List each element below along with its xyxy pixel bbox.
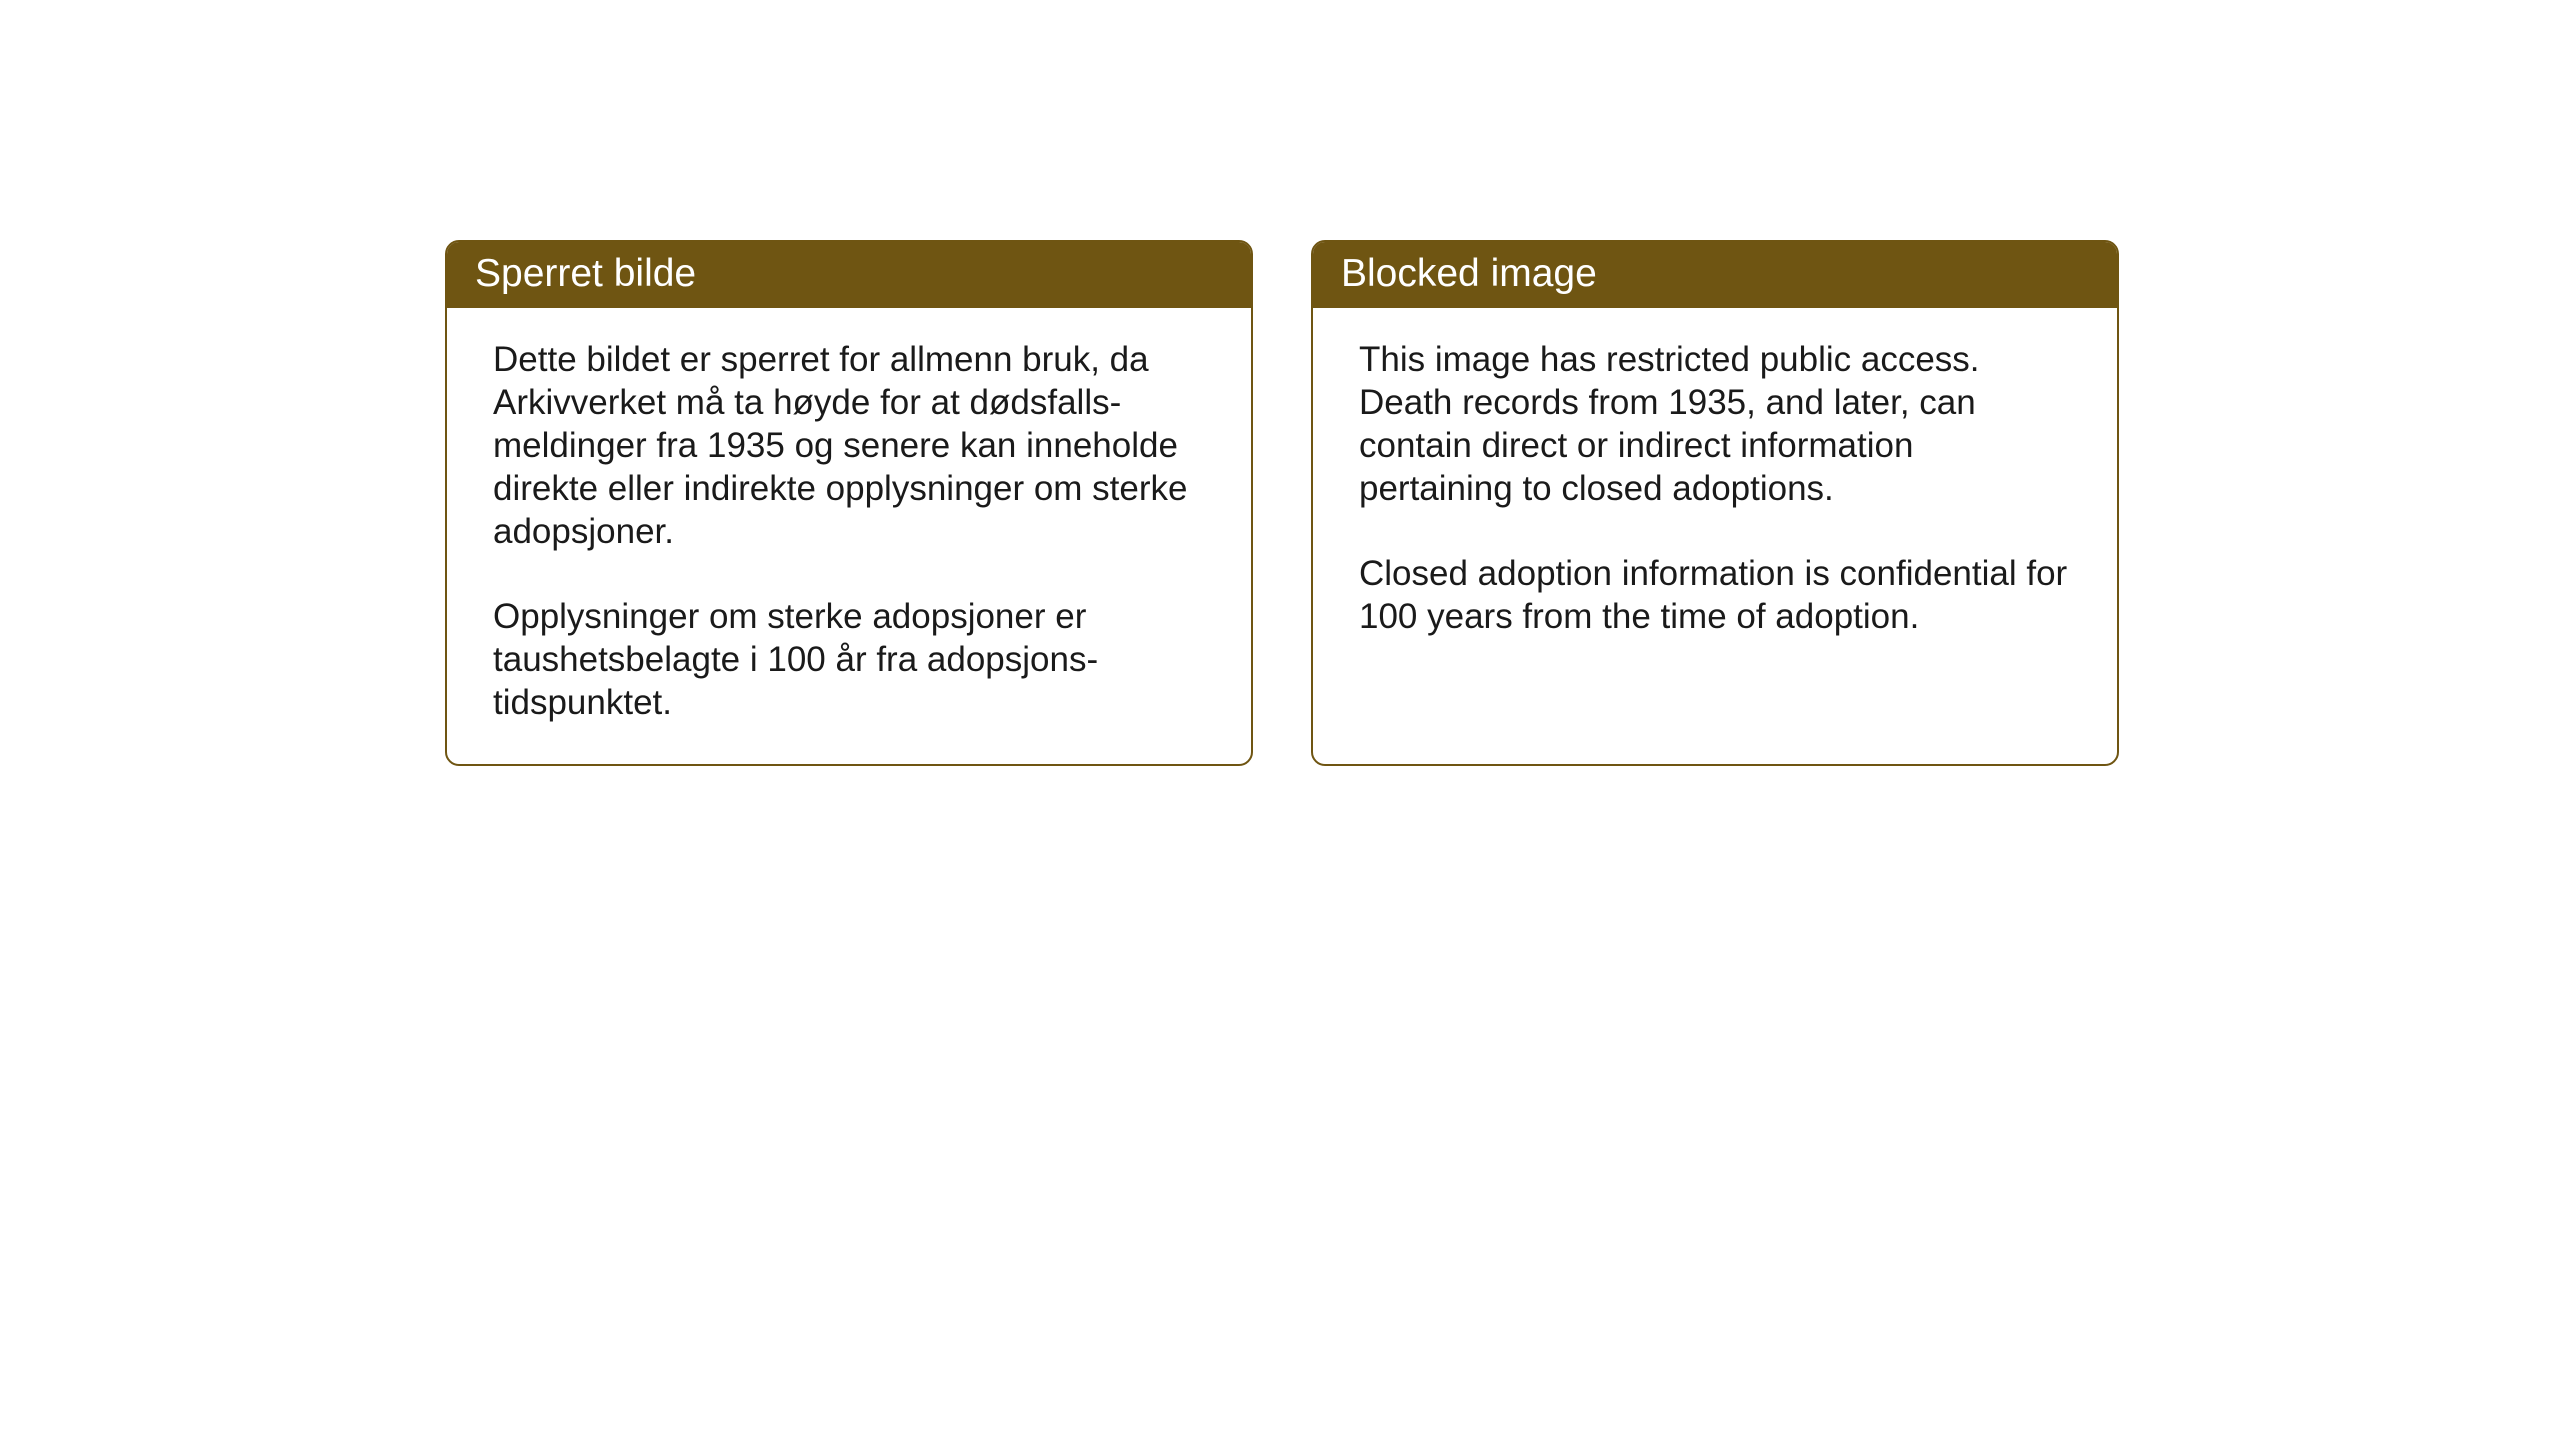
- card-body-english: This image has restricted public access.…: [1313, 308, 2117, 678]
- notice-card-english: Blocked image This image has restricted …: [1311, 240, 2119, 766]
- paragraph-1: This image has restricted public access.…: [1359, 338, 2071, 510]
- notice-card-norwegian: Sperret bilde Dette bildet er sperret fo…: [445, 240, 1253, 766]
- card-title: Sperret bilde: [475, 252, 696, 295]
- paragraph-1: Dette bildet er sperret for allmenn bruk…: [493, 338, 1205, 553]
- notice-container: Sperret bilde Dette bildet er sperret fo…: [445, 240, 2119, 766]
- paragraph-2: Opplysninger om sterke adopsjoner er tau…: [493, 595, 1205, 724]
- paragraph-2: Closed adoption information is confident…: [1359, 552, 2071, 638]
- card-header-english: Blocked image: [1313, 242, 2117, 308]
- card-title: Blocked image: [1341, 252, 1597, 295]
- card-header-norwegian: Sperret bilde: [447, 242, 1251, 308]
- card-body-norwegian: Dette bildet er sperret for allmenn bruk…: [447, 308, 1251, 764]
